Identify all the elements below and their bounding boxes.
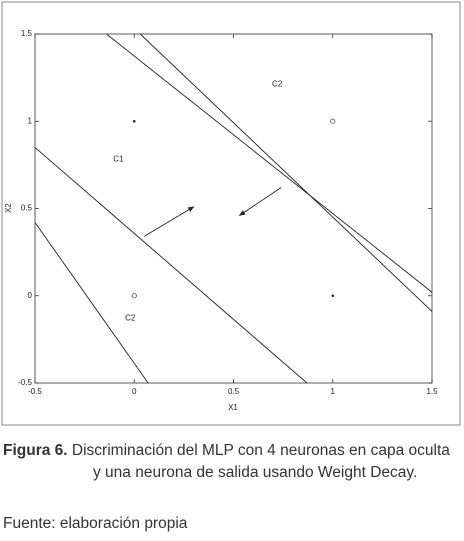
boundary-line	[139, 33, 433, 312]
arrow	[238, 187, 282, 216]
y-tick-label: 0.5	[21, 204, 33, 213]
plot-frame	[34, 33, 433, 384]
annotation: C2	[125, 314, 136, 323]
x-tick-label: 1.5	[426, 387, 438, 396]
x-axis-label: X1	[228, 403, 238, 412]
annotation: C1	[113, 155, 124, 164]
figure-frame	[1, 1, 461, 426]
x-tick-label: 0	[132, 387, 137, 396]
y-tick-label: 1.5	[21, 29, 33, 38]
open-point	[330, 118, 336, 124]
caption-text: Discriminación del MLP con 4 neuronas en…	[71, 442, 450, 481]
x-tick-label: 1	[331, 387, 336, 396]
caption-label: Figura 6.	[3, 442, 68, 459]
boundary-line	[106, 33, 433, 293]
x-tick-label: -0.5	[28, 387, 42, 396]
y-tick-label: 1	[28, 116, 33, 125]
y-tick-label: 0	[28, 291, 33, 300]
arrow	[143, 206, 195, 237]
boundary-line	[34, 222, 149, 384]
x-tick-label: 0.5	[228, 387, 240, 396]
boundary-line	[34, 147, 308, 384]
annotation: C2	[272, 80, 283, 89]
source: Fuente: elaboración propia	[3, 515, 188, 532]
y-tick-label: -0.5	[18, 378, 32, 387]
filled-point	[132, 119, 136, 123]
open-point	[131, 293, 137, 299]
chart: X1 X2 -0.5 0 0.5 1 1.5 -0.5 0 0.5 1 1.5 C2 C1 C2	[1, 1, 461, 426]
filled-point	[331, 294, 335, 298]
y-axis-label: X2	[4, 203, 13, 213]
caption: Figura 6. Discriminación del MLP con 4 n…	[3, 440, 461, 484]
